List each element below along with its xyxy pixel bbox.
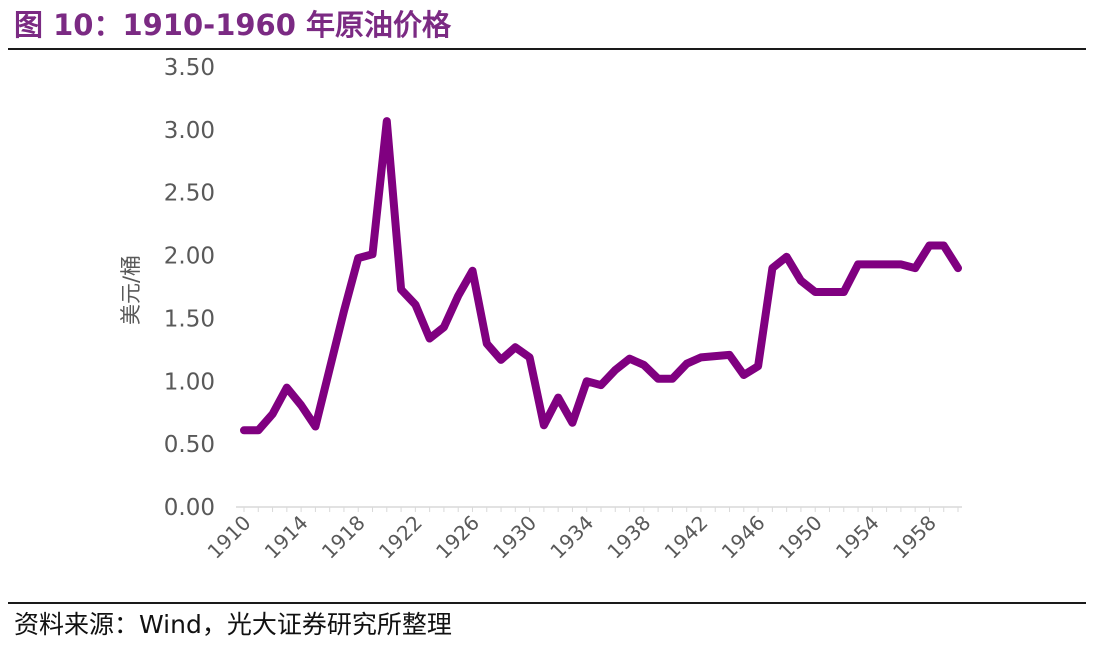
source-note: 资料来源：Wind，光大证券研究所整理 <box>14 610 452 639</box>
data-point <box>797 277 805 285</box>
data-point <box>483 340 491 348</box>
x-axis-tickmarks <box>243 507 959 512</box>
data-point <box>854 260 862 268</box>
data-point <box>511 343 519 351</box>
x-tick-label: 1950 <box>774 511 827 564</box>
data-point <box>397 286 405 294</box>
data-point <box>654 375 662 383</box>
data-point <box>526 353 534 361</box>
x-tick-label: 1922 <box>374 511 427 564</box>
data-point <box>711 352 719 360</box>
data-point <box>740 371 748 379</box>
y-tick-label: 2.50 <box>164 181 215 207</box>
data-point <box>426 335 434 343</box>
data-point <box>354 254 362 262</box>
y-tick-label: 3.50 <box>164 55 215 81</box>
y-axis-label: 美元/桶 <box>119 255 143 325</box>
y-tick-label: 3.00 <box>164 118 215 144</box>
data-point <box>668 375 676 383</box>
data-point <box>369 250 377 258</box>
data-point <box>911 264 919 272</box>
data-point <box>340 307 348 315</box>
data-point <box>868 260 876 268</box>
top-rule <box>8 48 1086 50</box>
data-point <box>454 292 462 300</box>
x-tick-label: 1926 <box>431 511 484 564</box>
data-point <box>940 242 948 250</box>
data-point <box>697 353 705 361</box>
data-point <box>925 242 933 250</box>
data-point <box>497 356 505 364</box>
data-point <box>754 362 762 370</box>
data-point <box>326 365 334 373</box>
data-point <box>297 401 305 409</box>
y-tick-label: 1.00 <box>164 369 215 395</box>
x-tick-label: 1954 <box>831 511 884 564</box>
data-point <box>583 377 591 385</box>
data-point <box>269 410 277 418</box>
data-point <box>811 288 819 296</box>
data-point <box>311 423 319 431</box>
data-point <box>726 351 734 359</box>
y-axis-ticks: 0.00 0.50 1.00 1.50 2.00 2.50 3.00 3.50 <box>164 55 215 521</box>
data-point <box>440 323 448 331</box>
data-point <box>383 117 391 125</box>
bottom-rule <box>8 602 1086 604</box>
data-point <box>283 384 291 392</box>
x-tick-label: 1958 <box>888 511 941 564</box>
data-point <box>825 288 833 296</box>
data-point <box>254 426 262 434</box>
data-point <box>626 355 634 363</box>
data-point <box>883 260 891 268</box>
figure-title: 图 10：1910-1960 年原油价格 <box>14 8 452 42</box>
data-point <box>783 253 791 261</box>
x-tick-label: 1930 <box>488 511 541 564</box>
x-tick-label: 1938 <box>602 511 655 564</box>
y-tick-label: 0.50 <box>164 432 215 458</box>
data-point <box>568 419 576 427</box>
x-tick-label: 1934 <box>545 511 598 564</box>
y-tick-label: 2.00 <box>164 244 215 270</box>
x-tick-label: 1946 <box>717 511 770 564</box>
data-point <box>554 394 562 402</box>
data-point <box>954 264 962 272</box>
x-tick-label: 1918 <box>317 511 370 564</box>
data-point <box>897 260 905 268</box>
data-point <box>683 360 691 368</box>
series-line <box>240 117 962 435</box>
data-point <box>540 421 548 429</box>
data-point <box>597 381 605 389</box>
x-tick-label: 1942 <box>660 511 713 564</box>
data-point <box>640 361 648 369</box>
data-point <box>611 366 619 374</box>
data-point <box>468 267 476 275</box>
x-axis-ticks: 1910 1914 1918 1922 1926 1930 1934 1938 1942 1946… <box>203 511 941 564</box>
data-point <box>240 426 248 434</box>
x-tick-label: 1914 <box>260 511 313 564</box>
data-point <box>840 288 848 296</box>
data-point <box>411 301 419 309</box>
y-tick-label: 0.00 <box>164 495 215 521</box>
data-point <box>768 264 776 272</box>
y-tick-label: 1.50 <box>164 306 215 332</box>
